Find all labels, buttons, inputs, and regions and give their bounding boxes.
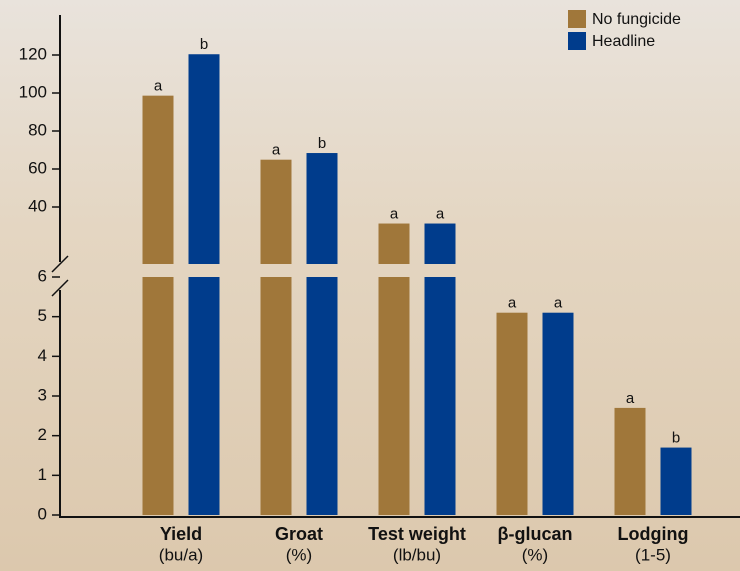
bar [497, 313, 528, 515]
y-tick-label: 3 [38, 385, 47, 404]
bar-upper [261, 160, 292, 264]
bar-upper [307, 153, 338, 264]
y-tick-label: 2 [38, 425, 47, 444]
significance-letter: a [626, 390, 635, 407]
significance-letter: a [272, 142, 281, 159]
x-tick-label: Groat [275, 524, 323, 544]
bar-lower [189, 277, 220, 515]
significance-letter: b [318, 135, 326, 152]
x-unit-label: (lb/bu) [393, 545, 441, 564]
significance-letter: a [508, 295, 517, 312]
y-tick-label: 6 [38, 266, 47, 285]
bar-upper [189, 54, 220, 264]
x-tick-label: Test weight [368, 524, 466, 544]
legend-swatch [568, 32, 586, 50]
y-tick-label: 40 [28, 196, 47, 215]
legend-label: No fungicide [592, 11, 681, 28]
y-tick-label: 80 [28, 120, 47, 139]
bar-upper [379, 224, 410, 264]
bar-lower [379, 277, 410, 515]
y-tick-label: 1 [38, 465, 47, 484]
significance-letter: a [554, 295, 563, 312]
bar-lower [261, 277, 292, 515]
significance-letter: b [672, 430, 680, 447]
y-tick-label: 120 [19, 44, 47, 63]
legend-swatch [568, 10, 586, 28]
legend-label: Headline [592, 33, 655, 50]
significance-letter: a [390, 205, 399, 222]
bar-lower [143, 277, 174, 515]
bar-upper [425, 224, 456, 264]
x-unit-label: (%) [286, 545, 312, 564]
significance-letter: b [200, 36, 208, 53]
bar [661, 448, 692, 515]
y-tick-label: 5 [38, 306, 47, 325]
x-tick-label: β-glucan [498, 524, 573, 544]
x-unit-label: (%) [522, 545, 548, 564]
x-unit-label: (bu/a) [159, 545, 203, 564]
bar-lower [425, 277, 456, 515]
y-tick-label: 60 [28, 158, 47, 177]
bar [615, 408, 646, 515]
chart: 0123456406080100120Yield(bu/a)abGroat(%)… [0, 0, 740, 571]
x-tick-label: Lodging [618, 524, 689, 544]
bar-lower [307, 277, 338, 515]
y-tick-label: 4 [38, 346, 47, 365]
y-tick-label: 0 [38, 504, 47, 523]
x-unit-label: (1-5) [635, 545, 671, 564]
significance-letter: a [436, 205, 445, 222]
bar-upper [143, 96, 174, 264]
y-tick-label: 100 [19, 82, 47, 101]
bar [543, 313, 574, 515]
x-tick-label: Yield [160, 524, 202, 544]
significance-letter: a [154, 78, 163, 95]
